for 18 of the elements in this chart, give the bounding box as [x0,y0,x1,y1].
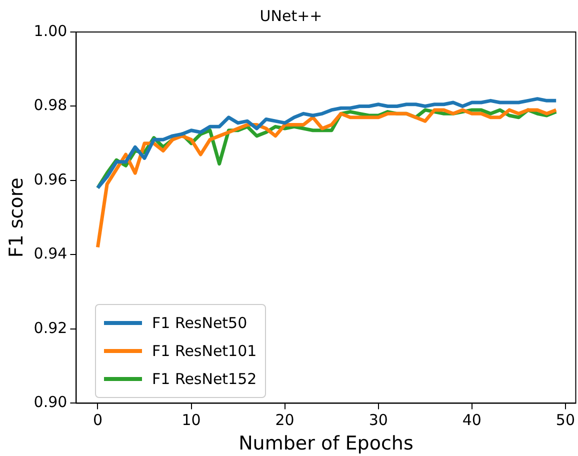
x-tick-label: 0 [92,411,102,430]
x-tick-label: 40 [462,411,482,430]
x-axis-title: Number of Epochs [238,432,414,455]
legend-label: F1 ResNet152 [152,370,257,388]
y-tick-label: 0.92 [34,318,68,337]
x-tick-label: 20 [275,411,294,430]
x-tick-label: 50 [556,411,576,430]
y-axis-title: F1 score [5,178,28,258]
legend-label: F1 ResNet101 [152,342,257,360]
legend-label: F1 ResNet50 [152,314,248,332]
y-tick-label: 0.98 [34,96,68,114]
y-tick-label: 1.00 [34,22,68,40]
chart-title: UNet++ [260,6,322,25]
y-tick-label: 0.90 [34,393,68,412]
x-tick-label: 30 [368,411,388,430]
y-tick-label: 0.96 [34,170,68,188]
y-tick-label: 0.94 [34,244,68,263]
x-tick-label: 10 [182,411,201,430]
